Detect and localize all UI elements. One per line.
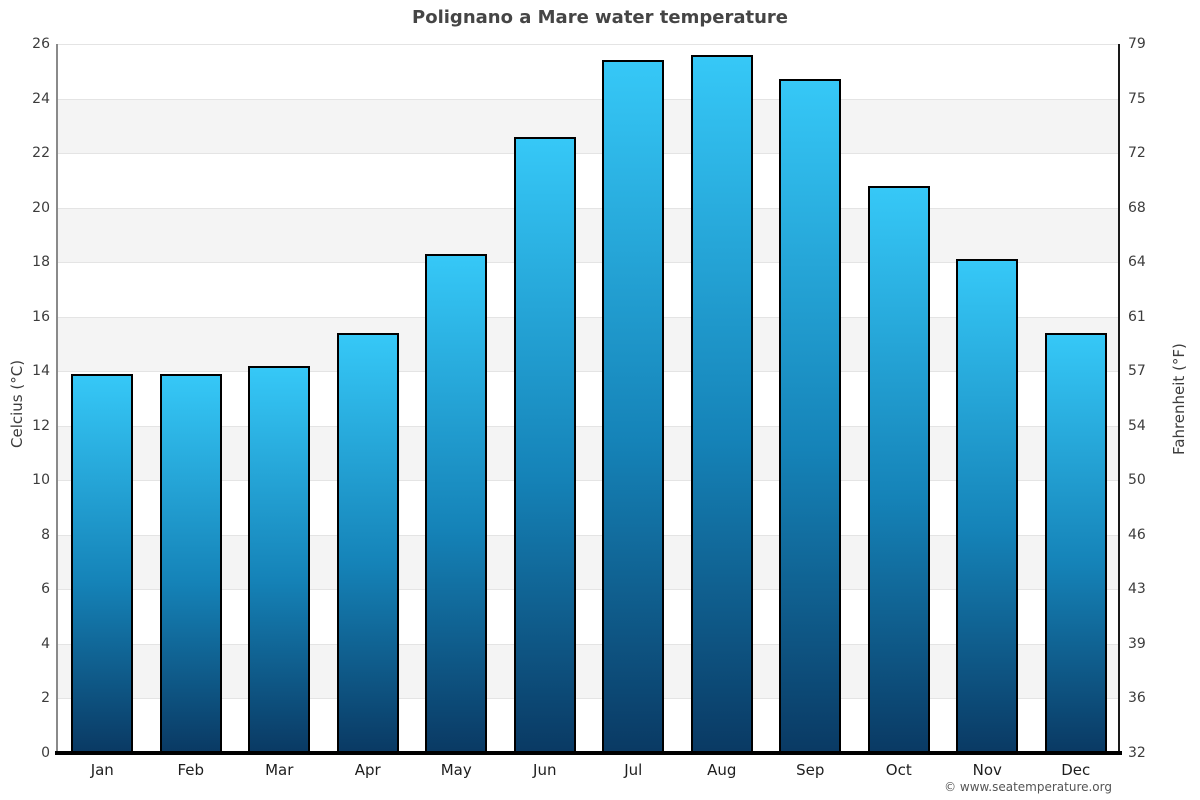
grid-band	[58, 698, 1120, 753]
chart-title: Polignano a Mare water temperature	[412, 7, 788, 28]
month-label-nov: Nov	[972, 761, 1002, 779]
bar-jun	[513, 136, 576, 753]
bar-jul	[602, 60, 665, 753]
ytick-celsius: 10	[32, 472, 50, 489]
bar-sep	[779, 79, 842, 753]
month-label-mar: Mar	[265, 761, 294, 779]
ytick-fahrenheit: 50	[1128, 472, 1146, 489]
copyright-text: © www.seatemperature.org	[944, 780, 1112, 794]
ytick-celsius: 8	[41, 526, 50, 543]
ytick-celsius: 6	[41, 581, 50, 598]
grid-band	[58, 316, 1120, 372]
ytick-fahrenheit: 43	[1128, 581, 1146, 598]
y-axis-title-fahrenheit: Fahrenheit (°F)	[1170, 343, 1188, 455]
grid-band	[58, 589, 1120, 644]
grid-band	[58, 44, 1120, 99]
ytick-celsius: 18	[32, 254, 50, 271]
x-axis-baseline	[55, 751, 1122, 755]
ytick-celsius: 24	[32, 90, 50, 107]
month-label-feb: Feb	[177, 761, 205, 779]
month-label-dec: Dec	[1061, 761, 1091, 779]
month-label-may: May	[440, 761, 472, 779]
month-label-jun: Jun	[533, 761, 557, 779]
ytick-celsius: 20	[32, 199, 50, 216]
month-label-oct: Oct	[885, 761, 912, 779]
bar-feb	[159, 373, 222, 753]
grid-band	[58, 262, 1120, 317]
month-label-sep: Sep	[796, 761, 825, 779]
grid-band	[58, 534, 1120, 590]
bar-dec	[1044, 333, 1107, 753]
ytick-celsius: 26	[32, 36, 50, 52]
y-axis-title-celsius: Celcius (°C)	[8, 359, 26, 448]
ytick-celsius: 0	[41, 745, 50, 761]
ytick-fahrenheit: 75	[1128, 90, 1146, 107]
grid-band	[58, 207, 1120, 263]
grid-band	[58, 425, 1120, 481]
grid-band	[58, 153, 1120, 208]
bar-oct	[867, 185, 930, 753]
ytick-fahrenheit: 57	[1128, 363, 1146, 380]
ytick-fahrenheit: 72	[1128, 145, 1146, 162]
grid-band	[58, 480, 1120, 535]
bar-aug	[690, 54, 753, 753]
y-axis-line-celsius	[56, 44, 58, 753]
ytick-fahrenheit: 46	[1128, 526, 1146, 543]
ytick-fahrenheit: 54	[1128, 417, 1146, 434]
ytick-celsius: 22	[32, 145, 50, 162]
grid-band	[58, 98, 1120, 154]
ytick-celsius: 12	[32, 417, 50, 434]
ytick-fahrenheit: 36	[1128, 690, 1146, 707]
bar-nov	[956, 259, 1019, 753]
bar-apr	[336, 333, 399, 753]
ytick-fahrenheit: 39	[1128, 635, 1146, 652]
ytick-celsius: 4	[41, 635, 50, 652]
grid-band	[58, 643, 1120, 699]
ytick-celsius: 14	[32, 363, 50, 380]
plot-area	[58, 44, 1120, 753]
ytick-fahrenheit: 32	[1128, 745, 1146, 761]
bar-may	[425, 253, 488, 753]
bar-jan	[71, 373, 134, 753]
ytick-celsius: 2	[41, 690, 50, 707]
month-label-jan: Jan	[90, 761, 114, 779]
ytick-fahrenheit: 64	[1128, 254, 1146, 271]
ytick-celsius: 16	[32, 308, 50, 325]
month-label-aug: Aug	[707, 761, 737, 779]
ytick-fahrenheit: 68	[1128, 199, 1146, 216]
grid-band	[58, 371, 1120, 426]
month-label-apr: Apr	[354, 761, 381, 779]
y-axis-line-fahrenheit	[1118, 44, 1120, 753]
ytick-fahrenheit: 79	[1128, 36, 1146, 52]
bar-mar	[248, 365, 311, 753]
ytick-fahrenheit: 61	[1128, 308, 1146, 325]
month-label-jul: Jul	[624, 761, 643, 779]
